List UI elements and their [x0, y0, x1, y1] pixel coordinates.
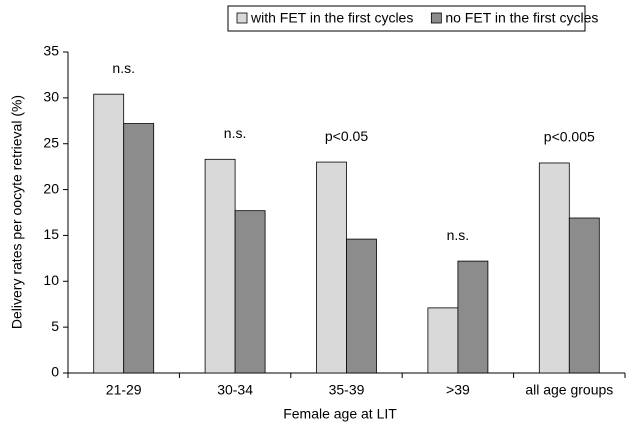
y-tick-label: 5 — [51, 318, 59, 334]
legend-swatch — [430, 12, 442, 24]
legend-swatch — [236, 12, 248, 24]
annotation: n.s. — [447, 227, 470, 243]
y-axis-title: Delivery rates per oocyte retrieval (%) — [9, 95, 25, 329]
bar — [123, 123, 155, 374]
y-tick-label: 15 — [43, 226, 59, 242]
annotation: n.s. — [224, 125, 247, 141]
bar — [427, 307, 459, 374]
annotation: p<0.05 — [325, 128, 368, 144]
y-tick-label: 35 — [43, 43, 59, 59]
x-tick-label: >39 — [446, 382, 470, 398]
annotation: p<0.005 — [544, 129, 595, 145]
y-tick-label: 0 — [51, 364, 59, 380]
bar — [568, 217, 600, 374]
bar — [538, 162, 570, 374]
legend-label: no FET in the first cycles — [445, 10, 598, 26]
y-tick-label: 20 — [43, 180, 59, 196]
x-tick-label: 30-34 — [217, 382, 253, 398]
y-tick-label: 25 — [43, 134, 59, 150]
x-tick-label: 35-39 — [329, 382, 365, 398]
legend-box — [227, 5, 586, 32]
legend-label: with FET in the first cycles — [250, 10, 413, 26]
y-tick-label: 30 — [43, 89, 59, 105]
annotation: n.s. — [112, 60, 135, 76]
bar — [316, 161, 347, 374]
bar — [93, 93, 125, 374]
x-tick-label: 21-29 — [106, 382, 142, 398]
bar — [346, 238, 377, 374]
bar — [457, 260, 489, 374]
y-tick-label: 10 — [43, 272, 59, 288]
x-tick-label: all age groups — [525, 382, 613, 398]
bar — [234, 210, 266, 374]
x-axis-title: Female age at LIT — [283, 406, 397, 422]
bar — [204, 158, 236, 374]
